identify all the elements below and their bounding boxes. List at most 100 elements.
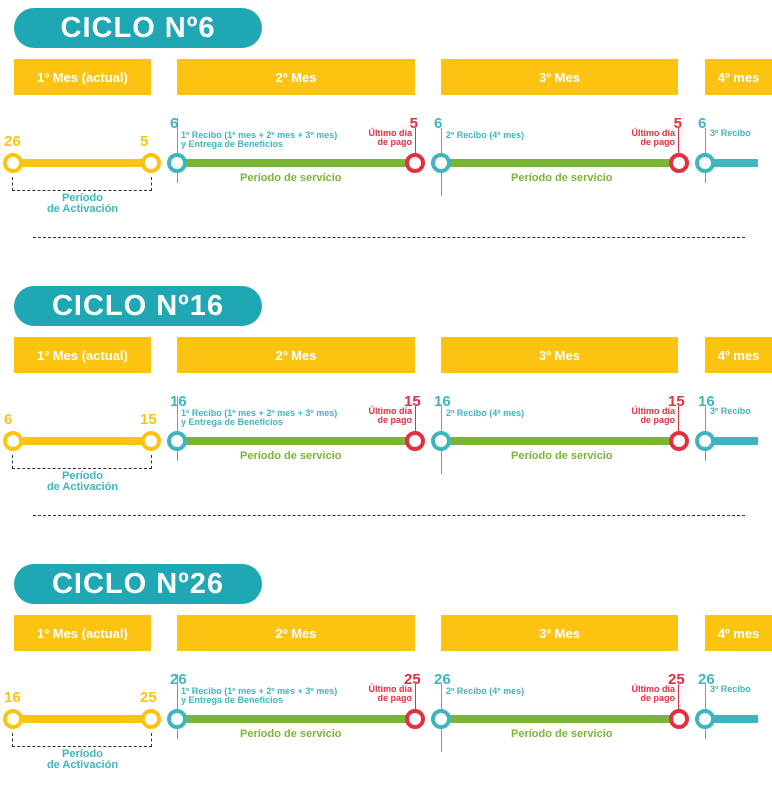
month-2-band: 2º Mes [177,337,415,373]
receipt-3-marker-icon [695,431,715,451]
cycle-block-2: CICLO Nº16 1º Mes (actual) 2º Mes 3º Mes… [0,278,772,516]
activation-bracket [12,177,152,191]
receipt-1-marker-icon [167,431,187,451]
receipt-2-day: 26 [434,671,451,688]
due-2-label-line2: de pago [640,137,675,147]
service-period-label-1: Período de servicio [240,450,342,462]
cycle-title: CICLO Nº26 [14,564,262,604]
receipt-3-label: 3º Recibo [710,684,751,694]
receipt-3-marker-icon [695,153,715,173]
receipt-2-marker-icon [431,709,451,729]
receipt-3-day: 16 [698,393,715,410]
start-day: 16 [4,689,21,706]
activation-label-line1: Período [62,192,103,204]
due-2-marker-icon [669,709,689,729]
receipt-1-label: 1º Recibo (1º mes + 2º mes + 3º mes) [181,130,338,140]
service-bar-2 [441,437,678,445]
receipt-1-day: 26 [170,671,187,688]
activation-label-line1: Período [62,748,103,760]
service-period-label-1: Período de servicio [240,172,342,184]
service-period-label-2: Período de servicio [511,172,613,184]
due-2-marker-icon [669,431,689,451]
receipt-3-day: 26 [698,671,715,688]
due-1-marker-icon [405,709,425,729]
due-2-day: 5 [673,115,682,132]
receipt-1-label: 1º Recibo (1º mes + 2º mes + 3º mes) [181,408,338,418]
service-bar-1 [177,715,415,723]
activation-bar [12,715,150,723]
receipt-2-label: 2º Recibo (4º mes) [446,686,525,696]
activation-label-line2: de Activación [46,481,119,493]
activation-period-label: Período de Activación [40,193,125,215]
activation-label-line1: Período [62,470,103,482]
due-2-tick [678,406,679,438]
month-3-band: 3º Mes [441,337,678,373]
end-activation-marker-icon [141,709,161,729]
service-period-label-1: Período de servicio [240,728,342,740]
receipt-1-marker-icon [167,153,187,173]
receipt-1-tick [177,118,178,183]
cycle-divider [33,515,745,516]
receipt-1-benefits-label: y Entrega de Beneficios [181,417,284,427]
activation-end-day: 5 [140,133,149,150]
receipt-3-day: 6 [698,115,707,132]
due-1-marker-icon [405,153,425,173]
receipt-2-marker-icon [431,153,451,173]
receipt-2-label: 2º Recibo (4º mes) [446,408,525,418]
receipt-1-benefits-label: y Entrega de Beneficios [181,695,284,705]
activation-bar [12,159,150,167]
start-marker-icon [3,709,23,729]
next-receipt-bar [705,715,758,723]
due-1-day: 15 [404,393,421,410]
activation-bracket [12,733,152,747]
due-2-day: 15 [668,393,685,410]
next-receipt-bar [705,437,758,445]
receipt-3-label: 3º Recibo [710,406,751,416]
end-activation-marker-icon [141,431,161,451]
activation-period-label: Período de Activación [40,471,125,493]
due-1-label-line2: de pago [377,693,412,703]
due-1-tick [415,128,416,160]
receipt-2-day: 6 [434,115,443,132]
activation-bracket [12,455,152,469]
month-2-band: 2º Mes [177,615,415,651]
end-activation-marker-icon [141,153,161,173]
receipt-1-benefits-label: y Entrega de Beneficios [181,139,284,149]
due-2-label-line1: Último día [631,128,675,138]
service-bar-2 [441,159,678,167]
month-1-band: 1º Mes (actual) [14,337,151,373]
month-1-band: 1º Mes (actual) [14,615,151,651]
month-2-band: 2º Mes [177,59,415,95]
start-day: 26 [4,133,21,150]
service-bar-2 [441,715,678,723]
due-1-day: 5 [409,115,418,132]
cycle-block-3: CICLO Nº26 1º Mes (actual) 2º Mes 3º Mes… [0,556,772,786]
activation-label-line2: de Activación [46,203,119,215]
receipt-1-day: 16 [170,393,187,410]
receipt-1-tick [177,674,178,739]
due-1-day: 25 [404,671,421,688]
receipt-3-marker-icon [695,709,715,729]
due-2-marker-icon [669,153,689,173]
receipt-2-day: 16 [434,393,451,410]
activation-end-day: 25 [140,689,157,706]
month-4-band: 4º mes [705,337,772,373]
month-4-band: 4º mes [705,59,772,95]
due-2-label-line1: Último día [631,684,675,694]
activation-bar [12,437,150,445]
activation-period-label: Período de Activación [40,749,125,771]
service-bar-1 [177,159,415,167]
due-2-day: 25 [668,671,685,688]
due-1-tick [415,406,416,438]
month-4-band: 4º mes [705,615,772,651]
month-1-band: 1º Mes (actual) [14,59,151,95]
cycle-title: CICLO Nº16 [14,286,262,326]
start-day: 6 [4,411,13,428]
service-bar-1 [177,437,415,445]
month-3-band: 3º Mes [441,59,678,95]
due-1-label-line2: de pago [377,415,412,425]
receipt-3-label: 3º Recibo [710,128,751,138]
due-1-marker-icon [405,431,425,451]
activation-label-line2: de Activación [46,759,119,771]
due-2-tick [678,128,679,160]
